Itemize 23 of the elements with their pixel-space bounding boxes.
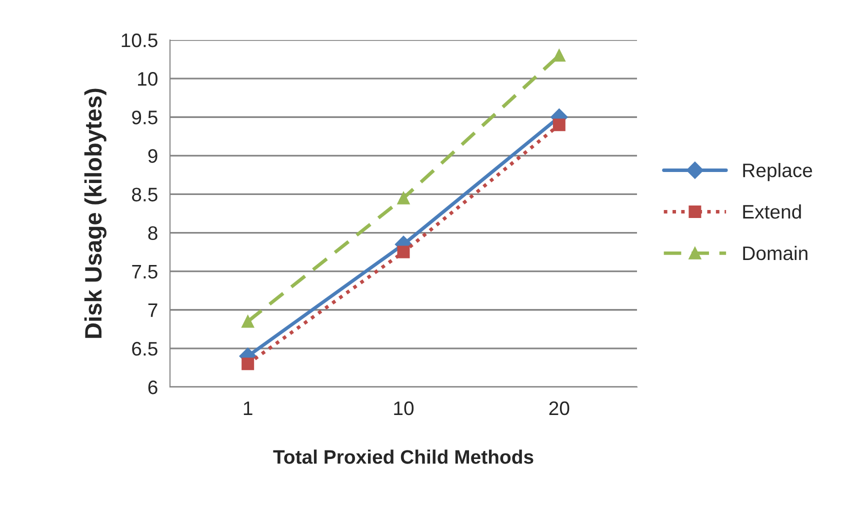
y-tick-label: 7.5 bbox=[132, 265, 158, 279]
y-axis-title: Disk Usage (kilobytes) bbox=[84, 88, 106, 338]
point bbox=[242, 315, 254, 328]
y-tick-label: 6.5 bbox=[132, 342, 158, 356]
point bbox=[397, 246, 410, 258]
y-tick-label: 9.5 bbox=[132, 110, 158, 124]
y-tick-label: 9 bbox=[148, 149, 158, 163]
y-tick-label: 7 bbox=[148, 304, 158, 317]
y-tick-label: 8.5 bbox=[132, 188, 158, 202]
x-tick-label: 20 bbox=[549, 401, 570, 416]
x-axis-title: Total Proxied Child Methods bbox=[273, 450, 534, 464]
y-tick-label: 8 bbox=[148, 226, 158, 240]
x-tick-label: 10 bbox=[394, 401, 414, 416]
point bbox=[552, 118, 566, 132]
legend-label: Replace bbox=[743, 162, 812, 182]
y-tick-label: 6 bbox=[148, 380, 158, 394]
point bbox=[397, 192, 410, 204]
legend-label: Extend bbox=[743, 204, 801, 219]
point bbox=[242, 358, 254, 370]
x-tick-label: 1 bbox=[244, 402, 252, 415]
y-tick-label: 10.5 bbox=[122, 33, 158, 48]
legend-label: Domain bbox=[743, 246, 808, 260]
y-tick-label: 10 bbox=[138, 72, 158, 86]
